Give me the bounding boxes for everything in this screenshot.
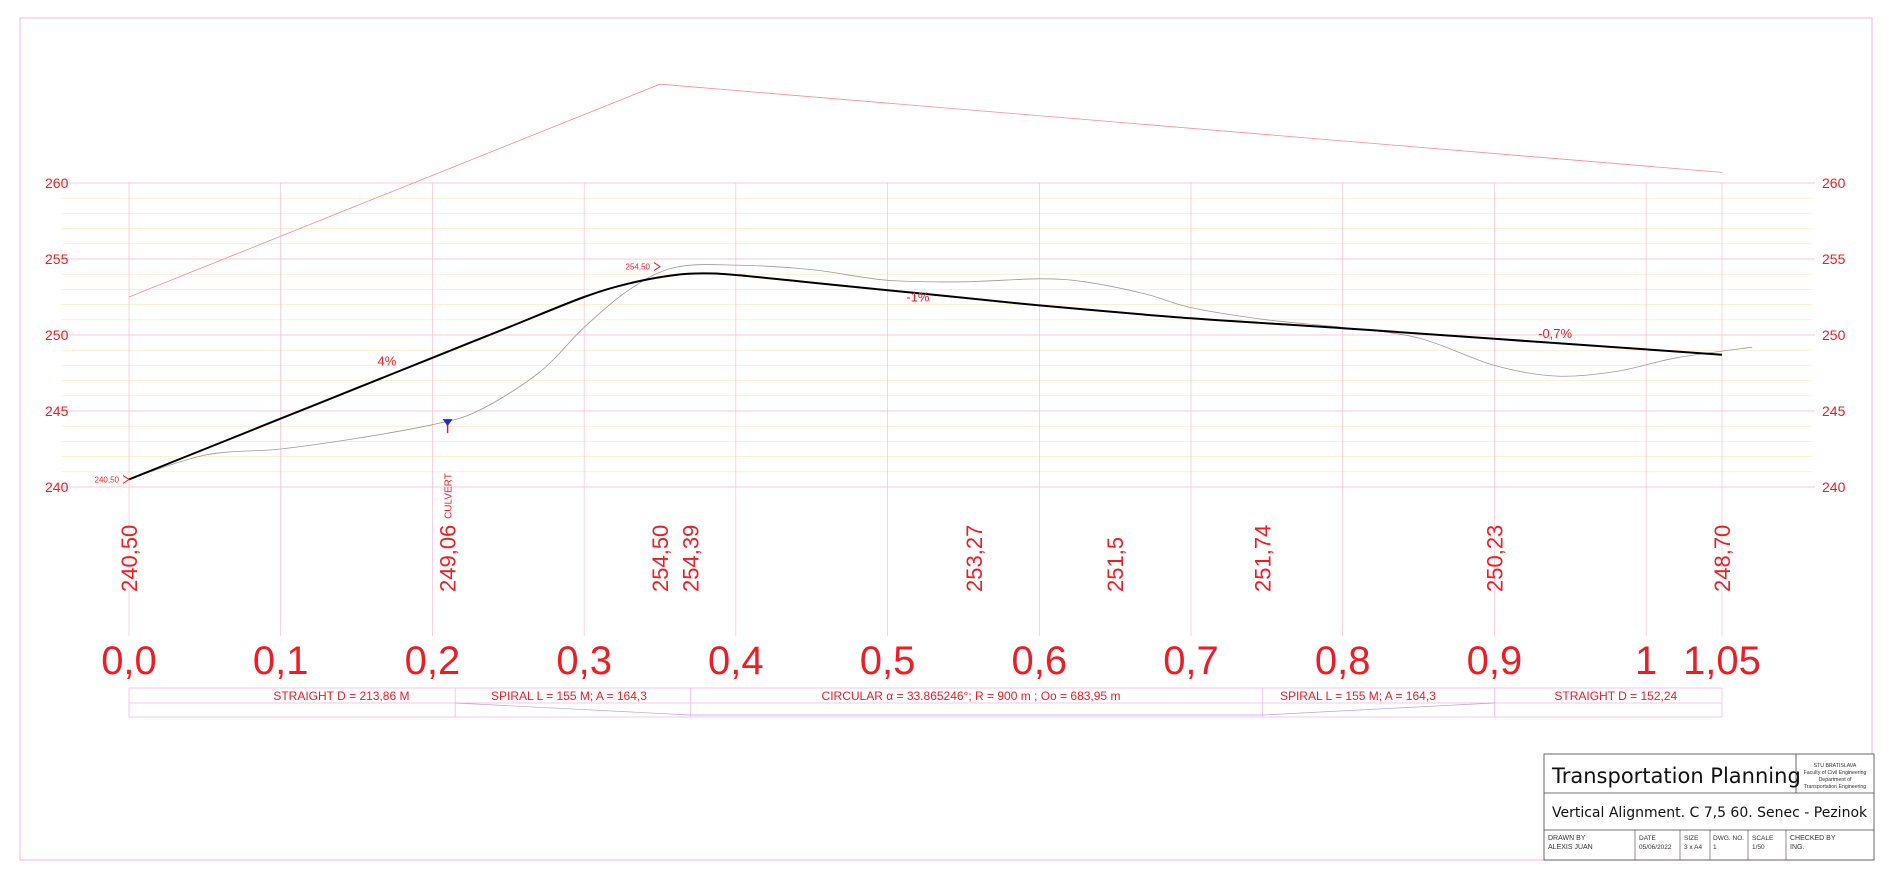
alignment-band-label: STRAIGHT D = 152,24 [1554, 689, 1677, 703]
field-label-drawn-by: DRAWN BY [1548, 835, 1586, 842]
field-value-dwg-no: 1 [1713, 844, 1717, 851]
title-block: Transportation Planning Vertical Alignme… [1543, 753, 1875, 861]
field-value-scale: 1/50 [1752, 844, 1765, 851]
field-value-date: 05/06/2022 [1639, 844, 1672, 851]
title-block-subtitle: Vertical Alignment. C 7,5 60. Senec - Pe… [1552, 805, 1868, 821]
profile-elevation-label: 251,74 [1250, 525, 1275, 592]
elevation-marker-label: 240,50 [95, 475, 120, 484]
elevation-marker-label: 254,50 [626, 263, 651, 272]
design-line [128, 272, 1723, 481]
profile-elevation-label: 254,50 [648, 525, 673, 592]
elevation-marker-arrow [653, 262, 661, 272]
institution-line: Transportation Engineering [1804, 784, 1866, 790]
elevation-markers: 240,50 254,50 [95, 262, 661, 484]
station-label: 0,9 [1467, 639, 1523, 683]
elevation-tick-label: 255 [1822, 251, 1846, 267]
culvert-marker: CULVERT [442, 419, 455, 519]
alignment-band-label: CIRCULAR α = 33.865246°; R = 900 m ; Oo … [822, 689, 1121, 703]
alignment-band-label: SPIRAL L = 155 M; A = 164,3 [491, 689, 647, 703]
profile-elevation-label: 240,50 [117, 525, 142, 592]
alignment-band-label: SPIRAL L = 155 M; A = 164,3 [1280, 689, 1436, 703]
profile-elevation-label: 253,27 [962, 525, 987, 592]
grade-label: -1% [906, 290, 930, 305]
existing-terrain-profile [128, 264, 1753, 480]
elevation-axis-left: 260 255 250 245 240 [45, 175, 69, 495]
field-label-checked-by: CHECKED BY [1790, 835, 1836, 842]
field-value-size: 3 x A4 [1684, 844, 1702, 851]
station-labels: 0,0 0,1 0,2 0,3 0,4 0,5 0,6 0,7 0,8 0,9 1 1,05 [101, 639, 1761, 683]
tangent-polygon [128, 83, 1723, 298]
curvature-diagram [455, 702, 1495, 716]
elevation-tick-label: 260 [45, 175, 69, 191]
station-label: 0,7 [1163, 639, 1219, 683]
field-label-scale: SCALE [1752, 835, 1774, 842]
grade-labels: 4% -1% -0,7% [378, 290, 1573, 369]
station-label: 0,0 [101, 639, 157, 683]
field-label-date: DATE [1639, 835, 1657, 842]
title-block-title: Transportation Planning [1551, 764, 1801, 788]
terrain-line [128, 264, 1753, 480]
design-grade-line [128, 272, 1723, 481]
field-label-size: SIZE [1684, 835, 1699, 842]
station-label: 0,1 [253, 639, 309, 683]
field-value-drawn-by: ALEXIS JUAN [1548, 844, 1593, 851]
station-label: 0,5 [860, 639, 916, 683]
horizontal-alignment-band: STRAIGHT D = 213,86 M SPIRAL L = 155 M; A… [128, 687, 1723, 718]
elevation-tick-label: 245 [45, 403, 69, 419]
station-label: 1,05 [1683, 639, 1761, 683]
elevation-axis-right: 260 255 250 245 240 [1822, 175, 1846, 495]
elevation-tick-label: 260 [1822, 175, 1846, 191]
field-value-checked-by: ING. [1790, 844, 1804, 851]
elevation-tick-label: 255 [45, 251, 69, 267]
elevation-tick-label: 245 [1822, 403, 1846, 419]
elevation-tick-label: 240 [45, 479, 69, 495]
station-label: 0,4 [708, 639, 764, 683]
elevation-tick-label: 240 [1822, 479, 1846, 495]
elevation-tick-label: 250 [1822, 327, 1846, 343]
profile-grid [60, 182, 1815, 636]
profile-elevation-label: 254,39 [678, 525, 703, 592]
profile-elevation-label: 248,70 [1710, 525, 1735, 592]
institution-line: Department of [1819, 777, 1852, 783]
alignment-band-label: STRAIGHT D = 213,86 M [273, 689, 409, 703]
field-label-dwg-no: DWG. NO. [1713, 835, 1744, 842]
institution-line: STU BRATISLAVA [1814, 763, 1857, 769]
station-label: 0,2 [405, 639, 461, 683]
station-label: 1 [1635, 639, 1657, 683]
profile-elevation-label: 250,23 [1482, 525, 1507, 592]
grade-label: -0,7% [1538, 326, 1572, 341]
institution-line: Faculty of Civil Engineering [1804, 770, 1867, 776]
elevation-marker-arrow [122, 474, 130, 484]
elevation-tick-label: 250 [45, 327, 69, 343]
profile-elevation-label: 249,06 [436, 525, 461, 592]
profile-elevation-labels: 240,50 249,06 254,50 254,39 253,27 251,5 251,7… [117, 525, 1735, 592]
tangent-polygon-line [128, 83, 1723, 298]
drawing-frame [19, 17, 1873, 861]
culvert-icon [442, 419, 453, 427]
culvert-label: CULVERT [444, 473, 455, 519]
station-label: 0,6 [1011, 639, 1067, 683]
station-label: 0,3 [556, 639, 612, 683]
station-label: 0,8 [1315, 639, 1371, 683]
grade-label: 4% [378, 353, 397, 368]
profile-elevation-label: 251,5 [1103, 537, 1128, 592]
